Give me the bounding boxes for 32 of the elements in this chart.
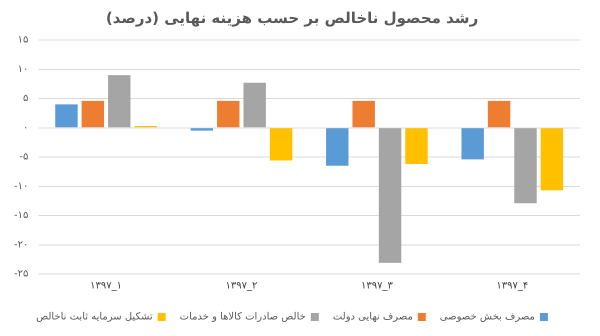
bar <box>488 100 510 128</box>
y-tick-label: -۲۰ <box>14 239 28 250</box>
x-tick-label: ۱۳۹۷_۴ <box>496 280 528 292</box>
x-tick-label: ۱۳۹۷_۳ <box>360 280 394 292</box>
y-tick-label: ۱۵ <box>18 34 28 46</box>
bar <box>55 104 78 128</box>
x-tick-label: ۱۳۹۷_۱ <box>90 280 122 292</box>
y-tick-label: ۰ <box>22 122 28 134</box>
bar <box>217 100 240 128</box>
legend-label: مصرف نهایی دولت <box>332 312 413 323</box>
bar <box>461 128 484 160</box>
bar <box>352 100 375 128</box>
y-tick-label: ۱۰ <box>18 64 28 75</box>
bar <box>108 75 130 128</box>
bar <box>405 128 428 164</box>
x-tick-label: ۱۳۹۷_۲ <box>226 280 258 292</box>
y-tick-label: -۵ <box>19 152 28 163</box>
bar <box>540 128 564 190</box>
bar <box>243 82 266 128</box>
y-tick-label: -۱۰ <box>14 180 28 192</box>
bar <box>270 128 292 161</box>
bar <box>378 128 402 263</box>
y-tick-label: ۵ <box>22 93 28 104</box>
chart-title: رشد محصول ناخالص بر حسب هزینه نهایی (درصد) <box>106 8 478 27</box>
y-tick-label: -۱۵ <box>14 210 28 222</box>
legend-label: خالص صادرات کالاها و خدمات <box>180 312 306 323</box>
legend-label: تشکیل سرمایه ثابت ناخالص <box>36 312 153 323</box>
bar <box>82 100 104 128</box>
legend-label: مصرف بخش خصوصی <box>440 312 535 323</box>
bar <box>326 128 348 166</box>
y-tick-label: -۲۵ <box>14 268 28 280</box>
bar <box>514 128 537 204</box>
